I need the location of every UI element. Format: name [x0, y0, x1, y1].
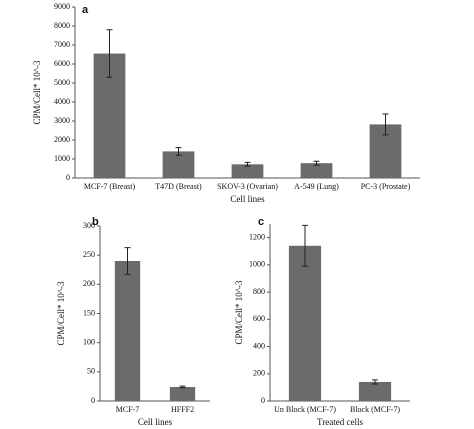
y-tick-label: 300: [83, 221, 95, 230]
bar: [288, 245, 322, 401]
y-tick-label: 9000: [54, 2, 70, 11]
x-axis-label: Cell lines: [138, 417, 173, 427]
panel-label: a: [82, 4, 89, 16]
y-tick-label: 5000: [54, 78, 70, 87]
y-tick-label: 2000: [54, 135, 70, 144]
y-tick-label: 1000: [249, 260, 265, 269]
y-tick-label: 400: [253, 341, 265, 350]
bar: [231, 164, 264, 178]
y-tick-label: 800: [253, 287, 265, 296]
x-tick-label: PC-3 (Prostate): [361, 182, 411, 191]
y-tick-label: 0: [261, 396, 265, 405]
bar: [300, 163, 333, 178]
bar: [169, 387, 196, 401]
bar: [358, 381, 392, 401]
x-tick-label: T47D (Breast): [155, 182, 202, 191]
error-bar: [382, 113, 389, 136]
y-axis-label: CPM/Cell* 10^-3: [32, 60, 42, 124]
y-tick-label: 150: [83, 308, 95, 317]
x-tick-label: A-549 (Lung): [294, 182, 339, 191]
x-tick-label: Block (MCF-7): [350, 405, 400, 414]
y-tick-label: 3000: [54, 116, 70, 125]
error-bar: [372, 379, 378, 385]
error-bar: [313, 160, 320, 166]
error-bar: [106, 29, 113, 78]
x-tick-label: MCF-7 (Breast): [84, 182, 136, 191]
y-tick-label: 50: [87, 367, 95, 376]
y-tick-label: 7000: [54, 40, 70, 49]
y-tick-label: 6000: [54, 59, 70, 68]
y-axis-label: CPM/Cell* 10^-3: [56, 281, 66, 345]
x-axis-label: Treated cells: [317, 417, 363, 427]
y-tick-label: 0: [91, 396, 95, 405]
y-tick-label: 250: [83, 250, 95, 259]
y-tick-label: 0: [66, 173, 70, 182]
panel-label: c: [258, 216, 264, 228]
x-tick-label: SKOV-3 (Ovarian): [217, 182, 278, 191]
panel-label: b: [92, 216, 99, 228]
x-tick-label: MCF-7: [116, 405, 140, 414]
y-tick-label: 200: [253, 369, 265, 378]
y-tick-label: 1200: [249, 232, 265, 241]
y-tick-label: 1000: [54, 154, 70, 163]
y-tick-label: 8000: [54, 21, 70, 30]
error-bar: [302, 224, 308, 267]
y-tick-label: 600: [253, 314, 265, 323]
bar: [162, 151, 195, 178]
error-bar: [175, 147, 182, 156]
error-bar: [179, 385, 186, 389]
x-tick-label: HFFF2: [171, 405, 194, 414]
x-axis-label: Cell lines: [230, 194, 265, 204]
bar: [114, 261, 141, 401]
y-tick-label: 100: [83, 337, 95, 346]
x-tick-label: Un Block (MCF-7): [274, 405, 336, 414]
error-bar: [124, 247, 131, 275]
error-bar: [244, 161, 251, 167]
y-tick-label: 4000: [54, 97, 70, 106]
y-axis-label: CPM/Cell* 10^-3: [234, 280, 244, 344]
y-tick-label: 200: [83, 279, 95, 288]
